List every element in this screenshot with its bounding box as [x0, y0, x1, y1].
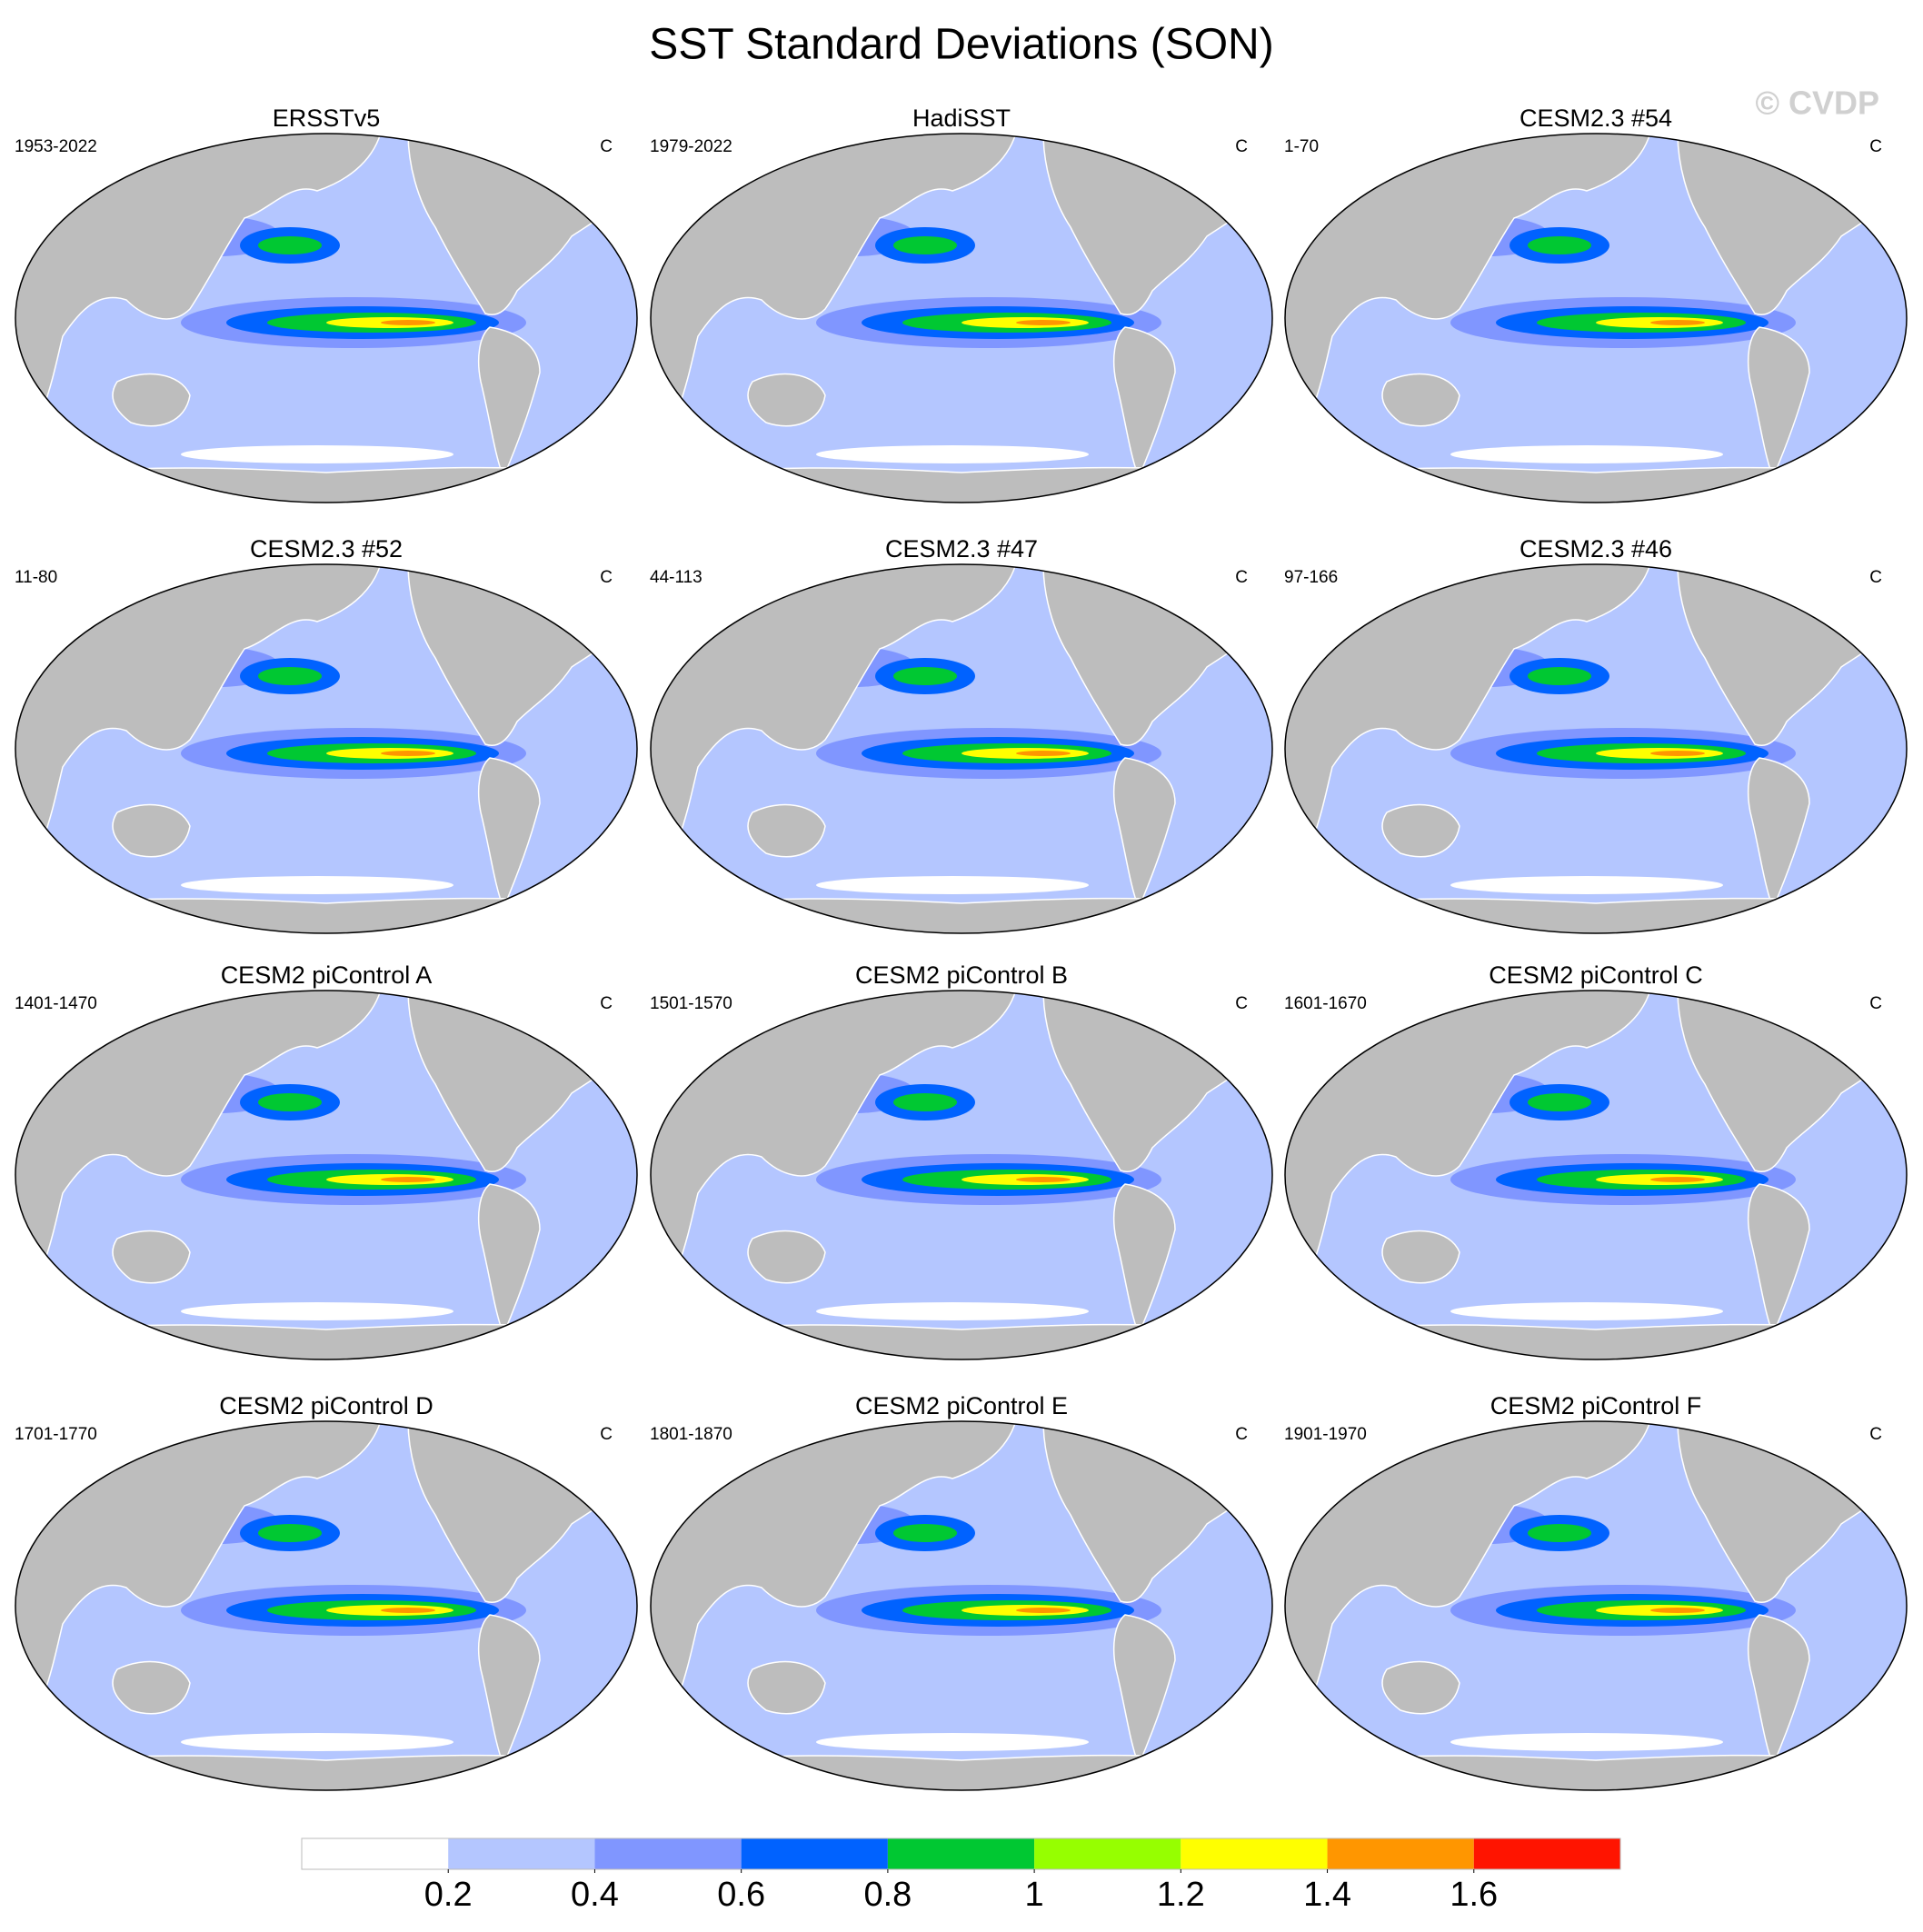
colorbar-box [594, 1838, 742, 1869]
figure-title: SST Standard Deviations (SON) [649, 21, 1273, 69]
panel-title: HadiSST [912, 105, 1011, 132]
colorbar-box [887, 1838, 1035, 1869]
panel-period: 11-80 [15, 568, 57, 587]
colorbar-label: 1.4 [1303, 1876, 1351, 1914]
map-panel [15, 1420, 638, 1791]
panel-units: C [1869, 568, 1882, 587]
colorbar-label: 0.2 [424, 1876, 473, 1914]
map-panel [15, 563, 638, 934]
panel-period: 1601-1670 [1284, 994, 1367, 1013]
watermark: © CVDP [1755, 85, 1879, 122]
panel-units: C [600, 994, 613, 1013]
panel-units: C [1869, 1425, 1882, 1444]
panel-title: CESM2 piControl C [1489, 961, 1703, 989]
panel-units: C [1235, 1425, 1248, 1444]
panel-title: CESM2 piControl B [855, 961, 1068, 989]
panel-title: CESM2.3 #47 [885, 535, 1038, 563]
panel-period: 97-166 [1284, 568, 1338, 587]
panel-title: CESM2 piControl D [219, 1392, 433, 1419]
panel-title: CESM2.3 #54 [1519, 105, 1672, 132]
colorbar-label: 0.4 [571, 1876, 619, 1914]
panel-units: C [600, 568, 613, 587]
panel-title: CESM2.3 #46 [1519, 535, 1672, 563]
panel-title: ERSSTv5 [273, 105, 381, 132]
panel-period: 1801-1870 [650, 1425, 732, 1444]
colorbar-label: 1 [1025, 1876, 1044, 1914]
panel-units: C [1235, 568, 1248, 587]
colorbar-box [1327, 1838, 1474, 1869]
map-panel [1284, 133, 1908, 503]
panel-period: 1-70 [1284, 137, 1319, 156]
colorbar-box [302, 1838, 449, 1869]
panel-period: 1701-1770 [15, 1425, 97, 1444]
panel-title: CESM2 piControl E [855, 1392, 1068, 1419]
panel-units: C [600, 1425, 613, 1444]
panel-units: C [1869, 994, 1882, 1013]
map-panel [650, 133, 1273, 503]
panel-title: CESM2 piControl F [1490, 1392, 1702, 1419]
colorbar-box [741, 1838, 888, 1869]
map-panel [650, 990, 1273, 1360]
map-panel [15, 990, 638, 1360]
map-panel [650, 563, 1273, 934]
colorbar-frame [301, 1837, 1621, 1870]
map-panel [15, 133, 638, 503]
map-panel [1284, 1420, 1908, 1791]
panel-units: C [1869, 137, 1882, 156]
panel-period: 1401-1470 [15, 994, 97, 1013]
panel-units: C [600, 137, 613, 156]
panel-period: 1901-1970 [1284, 1425, 1367, 1444]
panel-period: 44-113 [650, 568, 702, 587]
map-panel [650, 1420, 1273, 1791]
map-panel [1284, 563, 1908, 934]
colorbar-box [1181, 1838, 1328, 1869]
colorbar-label: 1.2 [1157, 1876, 1205, 1914]
panel-period: 1979-2022 [650, 137, 732, 156]
map-panel [1284, 990, 1908, 1360]
colorbar-label: 0.6 [717, 1876, 765, 1914]
panel-period: 1501-1570 [650, 994, 732, 1013]
colorbar-label: 0.8 [863, 1876, 912, 1914]
panel-title: CESM2.3 #52 [250, 535, 403, 563]
colorbar-box [1473, 1838, 1620, 1869]
panel-period: 1953-2022 [15, 137, 97, 156]
panel-title: CESM2 piControl A [221, 961, 433, 989]
panel-units: C [1235, 137, 1248, 156]
colorbar-label: 1.6 [1450, 1876, 1498, 1914]
colorbar-box [1034, 1838, 1181, 1869]
panel-units: C [1235, 994, 1248, 1013]
colorbar-box [448, 1838, 595, 1869]
